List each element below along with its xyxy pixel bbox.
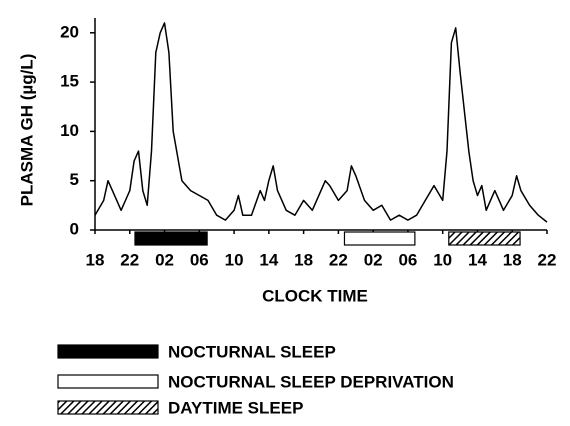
- x-tick-label: 14: [259, 250, 278, 269]
- legend-swatch: [57, 374, 159, 389]
- x-axis-title: CLOCK TIME: [262, 286, 368, 305]
- x-tick-label: 10: [433, 250, 452, 269]
- x-tick-label: 06: [190, 250, 209, 269]
- sleep-bar: [448, 231, 521, 246]
- y-tick-label: 20: [60, 22, 79, 41]
- x-tick-label: 06: [398, 250, 417, 269]
- y-tick-label: 10: [60, 121, 79, 140]
- x-tick-label: 18: [503, 250, 522, 269]
- legend-swatch: [57, 400, 159, 415]
- y-axis-title: PLASMA GH (µg/L): [17, 54, 36, 207]
- sleep-bar: [134, 231, 208, 246]
- y-tick-label: 5: [70, 170, 79, 189]
- x-tick-label: 22: [538, 250, 557, 269]
- legend-label: NOCTURNAL SLEEP DEPRIVATION: [168, 372, 454, 391]
- x-tick-label: 14: [468, 250, 487, 269]
- x-tick-label: 02: [364, 250, 383, 269]
- y-tick-label: 0: [70, 219, 79, 238]
- x-tick-label: 22: [329, 250, 348, 269]
- y-tick-label: 15: [60, 72, 79, 91]
- x-tick-label: 18: [294, 250, 313, 269]
- x-tick-label: 10: [225, 250, 244, 269]
- gh-line: [94, 22, 548, 223]
- x-tick-label: 22: [120, 250, 139, 269]
- legend-label: DAYTIME SLEEP: [168, 398, 303, 417]
- x-tick-label: 02: [155, 250, 174, 269]
- x-tick-label: 18: [86, 250, 105, 269]
- sleep-bar: [343, 231, 416, 246]
- legend-swatch: [57, 344, 159, 359]
- legend-label: NOCTURNAL SLEEP: [168, 342, 336, 361]
